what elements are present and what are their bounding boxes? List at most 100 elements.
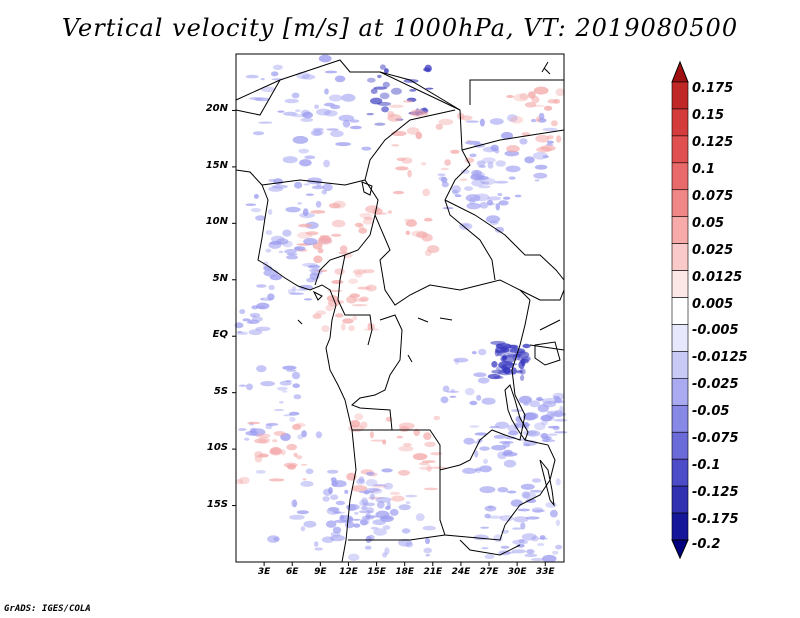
velocity-patch: [547, 433, 558, 436]
velocity-patch: [526, 549, 535, 555]
velocity-patch: [479, 486, 496, 494]
velocity-patch: [330, 477, 337, 483]
velocity-patch: [256, 365, 267, 373]
velocity-patch: [422, 111, 429, 116]
velocity-patch: [469, 400, 478, 406]
velocity-patch: [362, 218, 375, 225]
velocity-patch: [475, 467, 482, 474]
velocity-patch: [305, 193, 314, 196]
velocity-patch: [480, 526, 489, 529]
velocity-patch: [502, 367, 511, 374]
velocity-patch: [422, 188, 430, 197]
velocity-patch: [314, 104, 319, 109]
velocity-patch: [427, 245, 440, 254]
colorbar-segment: [671, 512, 689, 541]
velocity-patch: [471, 351, 477, 355]
colorbar-segment: [671, 297, 689, 325]
velocity-patch: [282, 156, 298, 164]
velocity-patch: [529, 489, 543, 493]
velocity-patch: [239, 309, 246, 315]
velocity-patch: [494, 226, 505, 233]
velocity-patch: [277, 110, 285, 113]
velocity-patch: [545, 501, 557, 508]
velocity-patch: [481, 397, 496, 405]
velocity-patch: [514, 194, 522, 198]
lon-label: 15E: [367, 567, 386, 577]
velocity-patch: [398, 446, 414, 452]
lon-label: 24E: [451, 567, 471, 577]
velocity-patch: [369, 431, 374, 439]
velocity-patch: [466, 202, 481, 210]
lon-label: 21E: [423, 567, 443, 577]
colorbar-label: -0.075: [692, 431, 739, 447]
velocity-patch: [398, 422, 415, 430]
velocity-patch: [536, 116, 541, 123]
velocity-patch: [293, 452, 298, 458]
velocity-patch: [534, 422, 546, 431]
lat-label: 15S: [206, 498, 228, 510]
velocity-patch: [346, 504, 357, 512]
velocity-patch: [521, 491, 531, 499]
velocity-patch: [520, 483, 535, 490]
velocity-patch: [283, 111, 298, 116]
velocity-patch: [500, 355, 516, 363]
velocity-patch: [359, 212, 373, 219]
velocity-patch: [324, 110, 338, 117]
velocity-patch: [508, 176, 516, 180]
colorbar-segment: [671, 81, 689, 110]
border-mali: [235, 79, 281, 116]
velocity-patch: [318, 235, 332, 242]
border-chad: [379, 71, 564, 111]
velocity-patch: [255, 326, 271, 332]
colorbar-segment: [671, 162, 689, 191]
velocity-patch: [292, 286, 297, 291]
velocity-patch: [315, 200, 322, 208]
velocity-patch: [549, 509, 558, 518]
velocity-patch: [473, 372, 487, 378]
velocity-patch: [286, 443, 298, 451]
velocity-patch: [348, 553, 360, 561]
velocity-patch: [372, 489, 380, 492]
velocity-patch: [482, 181, 490, 185]
velocity-patch: [265, 422, 279, 426]
velocity-patch: [484, 513, 491, 519]
velocity-patch: [265, 230, 273, 235]
velocity-patch: [422, 525, 436, 531]
velocity-patch: [235, 478, 244, 485]
velocity-patch: [478, 348, 487, 356]
colorbar-label: 0.0125: [692, 269, 743, 285]
lat-label: 5N: [212, 272, 228, 284]
velocity-patch: [327, 469, 339, 474]
velocity-patch: [415, 131, 423, 140]
velocity-patch: [503, 449, 513, 456]
velocity-patch: [513, 93, 529, 102]
velocity-patch: [387, 210, 393, 214]
velocity-patch: [518, 539, 525, 543]
velocity-patch: [495, 421, 509, 429]
velocity-patch: [487, 505, 494, 509]
velocity-patch: [334, 75, 346, 83]
colorbar-segment: [671, 108, 689, 137]
velocity-patch: [546, 140, 554, 144]
velocity-patch: [295, 289, 308, 292]
velocity-patch: [236, 331, 244, 335]
velocity-patch: [377, 74, 382, 79]
velocity-patch: [463, 437, 475, 445]
velocity-patch: [302, 262, 318, 267]
velocity-patch: [509, 348, 526, 354]
velocity-patch: [254, 97, 270, 102]
velocity-patch: [450, 149, 460, 154]
velocity-patch: [252, 131, 265, 136]
velocity-patch: [430, 452, 443, 456]
colorbar-label: -0.005: [692, 323, 739, 339]
lat-label: 5S: [213, 385, 228, 397]
velocity-patch: [554, 431, 568, 434]
velocity-patch: [295, 422, 306, 427]
velocity-patch: [358, 476, 365, 484]
velocity-patch: [294, 246, 306, 251]
velocity-patch: [268, 209, 273, 215]
velocity-patch: [555, 478, 561, 486]
velocity-patch: [513, 516, 529, 523]
velocity-patch: [474, 432, 488, 436]
lon-label: 3E: [257, 567, 271, 577]
